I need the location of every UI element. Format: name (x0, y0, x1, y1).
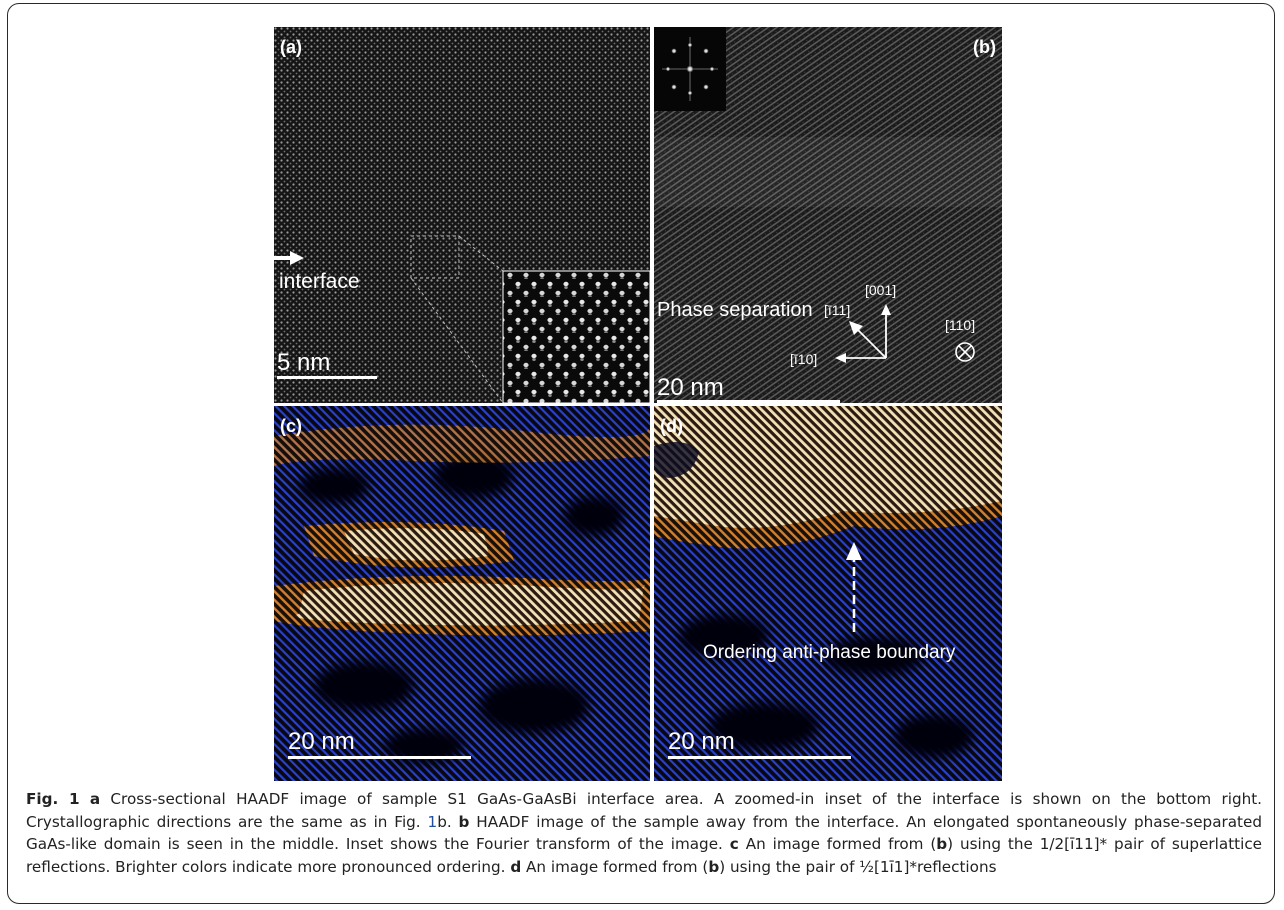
panel-a-label: (a) (280, 37, 302, 57)
figure-image-grid: (a) interface 5 nm (274, 27, 1002, 781)
caption-text-d2: ) using the pair of ½[1ī1]*reflections (719, 857, 997, 876)
panel-d: (d) Ordering anti-phase boundary 20 nm (654, 406, 1002, 781)
caption-text-d1: An image formed from ( (521, 857, 709, 876)
caption-key-b: b (458, 812, 470, 831)
direction-110bar-label: [ī10] (790, 351, 818, 367)
caption-text-c2: ) using the 1/2[ī11]* pair of superlatti… (26, 835, 1263, 876)
caption-key-a: a (89, 790, 101, 808)
caption-d-bold: b (708, 857, 720, 876)
panel-b-scale-bar (657, 400, 840, 403)
antiphase-boundary-label: Ordering anti-phase boundary (703, 642, 956, 663)
caption-text-c1: An image formed from ( (738, 835, 937, 853)
panel-d-label: (d) (660, 416, 683, 436)
caption-fig-number: Fig. 1 (26, 790, 80, 808)
panel-c-ordering-map (274, 406, 650, 781)
panel-d-scale-bar (668, 756, 851, 759)
panel-d-scale-label: 20 nm (668, 728, 735, 755)
figure-reference-link[interactable]: 1 (427, 812, 438, 831)
direction-001-label: [001] (865, 282, 897, 298)
direction-111-label: [ī11] (824, 302, 851, 318)
panel-b-scale-label: 20 nm (657, 374, 724, 401)
panel-c-scale-bar (288, 756, 471, 759)
figure-caption: Fig. 1 a Cross-sectional HAADF image of … (26, 788, 1262, 878)
panel-c-scale-label: 20 nm (288, 728, 355, 755)
panel-a: (a) interface 5 nm (274, 27, 650, 403)
panel-d-ordering-map (654, 406, 1002, 781)
panel-c-label: (c) (280, 416, 302, 436)
panel-a-scale-bar (277, 376, 377, 379)
panel-b-label: (b) (973, 37, 996, 57)
direction-110-label: [110] (945, 317, 976, 333)
interface-label: interface (279, 270, 360, 293)
panel-a-lattice (274, 27, 650, 403)
caption-text-a: Cross-sectional HAADF image of sample S1… (26, 790, 1263, 831)
panel-c: (c) 20 nm (274, 406, 650, 781)
caption-text-b: HAADF image of the sample away from the … (26, 812, 1262, 854)
panel-b-lattice (654, 27, 1002, 403)
caption-c-bold: b (936, 835, 948, 853)
panel-b: (b) Phase separation [ī11] [001] [ī10] [… (654, 27, 1002, 403)
caption-ref-suffix: b. (437, 812, 459, 831)
panel-a-scale-label: 5 nm (277, 349, 331, 376)
caption-key-c: c (729, 835, 739, 853)
phase-separation-label: Phase separation (657, 299, 813, 321)
caption-key-d: d (510, 857, 522, 876)
